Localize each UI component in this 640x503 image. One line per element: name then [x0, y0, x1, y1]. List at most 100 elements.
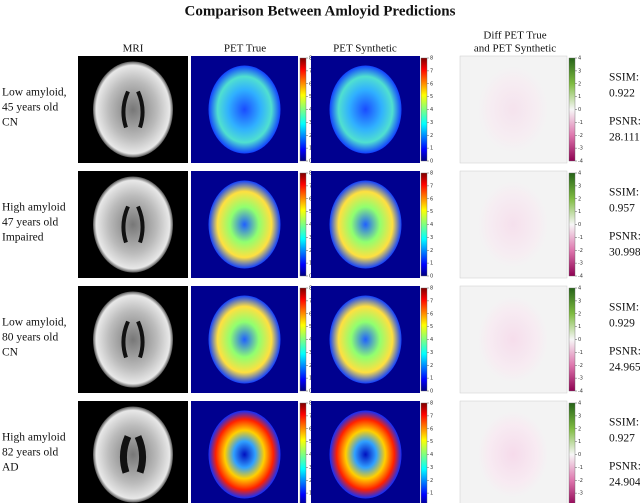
colorbar-tick-label: 6: [430, 196, 433, 202]
column-header: MRI: [123, 43, 144, 55]
colorbar-tick-label: 4: [430, 107, 433, 113]
mri-brain: [93, 291, 173, 388]
colorbar-tick-label: 8: [309, 56, 312, 62]
figure-title: Comparison Between Amloyid Predictions: [185, 3, 456, 19]
colorbar-tick-label: 3: [578, 413, 581, 419]
colorbar-tick-label: -2: [578, 133, 583, 139]
ssim-value: 0.929: [609, 318, 635, 330]
colorbar: [568, 172, 576, 277]
psnr-value: 24.965: [609, 362, 640, 374]
colorbar-tick-label: 7: [309, 68, 312, 74]
colorbar-tick-label: 2: [309, 363, 312, 369]
colorbar-tick-label: 1: [430, 146, 433, 152]
colorbar: [568, 57, 576, 162]
row-label: Low amyloid,: [2, 317, 67, 329]
colorbar-tick-label: 0: [578, 452, 581, 458]
pet-brain: [329, 295, 402, 384]
colorbar-tick-label: 4: [430, 452, 433, 458]
colorbar-tick-label: 5: [430, 324, 433, 330]
colorbar-tick-label: 3: [309, 235, 312, 241]
colorbar-tick-label: 7: [430, 68, 433, 74]
psnr-label: PSNR:: [609, 461, 640, 473]
colorbar-tick-label: 1: [578, 94, 581, 100]
row-label: 82 years old: [2, 447, 58, 459]
colorbar-tick-label: 0: [309, 389, 312, 395]
colorbar-tick-label: 4: [430, 337, 433, 343]
colorbar-tick-label: 2: [309, 248, 312, 254]
colorbar-tick-label: 4: [309, 337, 312, 343]
colorbar-tick-label: 1: [430, 261, 433, 267]
ssim-value: 0.927: [609, 433, 635, 445]
colorbar-tick-label: 2: [430, 133, 433, 139]
colorbar-tick-label: 2: [578, 311, 581, 317]
psnr-value: 30.998: [609, 247, 640, 259]
colorbar-tick-label: 8: [309, 286, 312, 292]
colorbar-tick-label: 2: [578, 81, 581, 87]
ssim-value: 0.922: [609, 88, 635, 100]
colorbar: [299, 402, 307, 503]
colorbar-tick-label: 8: [430, 401, 433, 407]
colorbar-tick-label: 7: [309, 183, 312, 189]
psnr-label: PSNR:: [609, 346, 640, 358]
mri-brain: [93, 406, 173, 503]
colorbar-tick-label: 6: [430, 311, 433, 317]
pet-brain: [208, 410, 281, 499]
colorbar-tick-label: 0: [309, 274, 312, 280]
colorbar-tick-label: -1: [578, 465, 583, 471]
colorbar-tick-label: 4: [309, 107, 312, 113]
colorbar-tick-label: 3: [578, 183, 581, 189]
colorbar: [568, 287, 576, 392]
colorbar-tick-label: 6: [309, 426, 312, 432]
colorbar-tick-label: 6: [309, 81, 312, 87]
row-label: Low amyloid,: [2, 87, 67, 99]
colorbar-tick-label: 4: [578, 401, 581, 407]
ssim-label: SSIM:: [609, 187, 639, 199]
row-label: CN: [2, 117, 19, 129]
colorbar-tick-label: 5: [430, 209, 433, 215]
colorbar-tick-label: 3: [309, 350, 312, 356]
colorbar-tick-label: -3: [578, 146, 583, 152]
colorbar-tick-label: 1: [578, 439, 581, 445]
colorbar-tick-label: 8: [309, 401, 312, 407]
ssim-value: 0.957: [609, 203, 635, 215]
colorbar-tick-label: 8: [430, 171, 433, 177]
colorbar-tick-label: 6: [309, 196, 312, 202]
row-label: 80 years old: [2, 332, 58, 344]
colorbar-tick-label: -3: [578, 491, 583, 497]
colorbar-tick-label: 7: [430, 183, 433, 189]
pet-brain: [329, 65, 402, 154]
colorbar-tick-label: 6: [430, 81, 433, 87]
row-label: High amyloid: [2, 202, 66, 214]
diff-brain: [478, 66, 548, 153]
colorbar: [420, 402, 428, 503]
colorbar-tick-label: 4: [578, 286, 581, 292]
column-header: Diff PET True: [483, 30, 546, 42]
colorbar-tick-label: 4: [309, 222, 312, 228]
colorbar-tick-label: 2: [430, 478, 433, 484]
pet-brain: [208, 180, 281, 269]
mri-ventricles: [121, 90, 145, 129]
colorbar-tick-label: 1: [578, 324, 581, 330]
psnr-value: 28.111: [609, 132, 640, 144]
colorbar-tick-label: 3: [309, 120, 312, 126]
colorbar-tick-label: 8: [430, 56, 433, 62]
colorbar-tick-label: 1: [309, 146, 312, 152]
row-label: CN: [2, 347, 19, 359]
colorbar-tick-label: 5: [309, 94, 312, 100]
colorbar-tick-label: -4: [578, 274, 583, 280]
colorbar-tick-label: 2: [578, 426, 581, 432]
colorbar-tick-label: 3: [430, 235, 433, 241]
diff-brain: [478, 181, 548, 268]
mri-ventricles: [121, 205, 145, 244]
colorbar-tick-label: 7: [309, 413, 312, 419]
colorbar-tick-label: 7: [309, 298, 312, 304]
colorbar-tick-label: 4: [430, 222, 433, 228]
colorbar-tick-label: -3: [578, 261, 583, 267]
colorbar-tick-label: 0: [578, 337, 581, 343]
colorbar-tick-label: -1: [578, 235, 583, 241]
colorbar-tick-label: -1: [578, 350, 583, 356]
colorbar-tick-label: 2: [578, 196, 581, 202]
colorbar-tick-label: 7: [430, 298, 433, 304]
colorbar-tick-label: 1: [309, 261, 312, 267]
colorbar-tick-label: 2: [430, 363, 433, 369]
